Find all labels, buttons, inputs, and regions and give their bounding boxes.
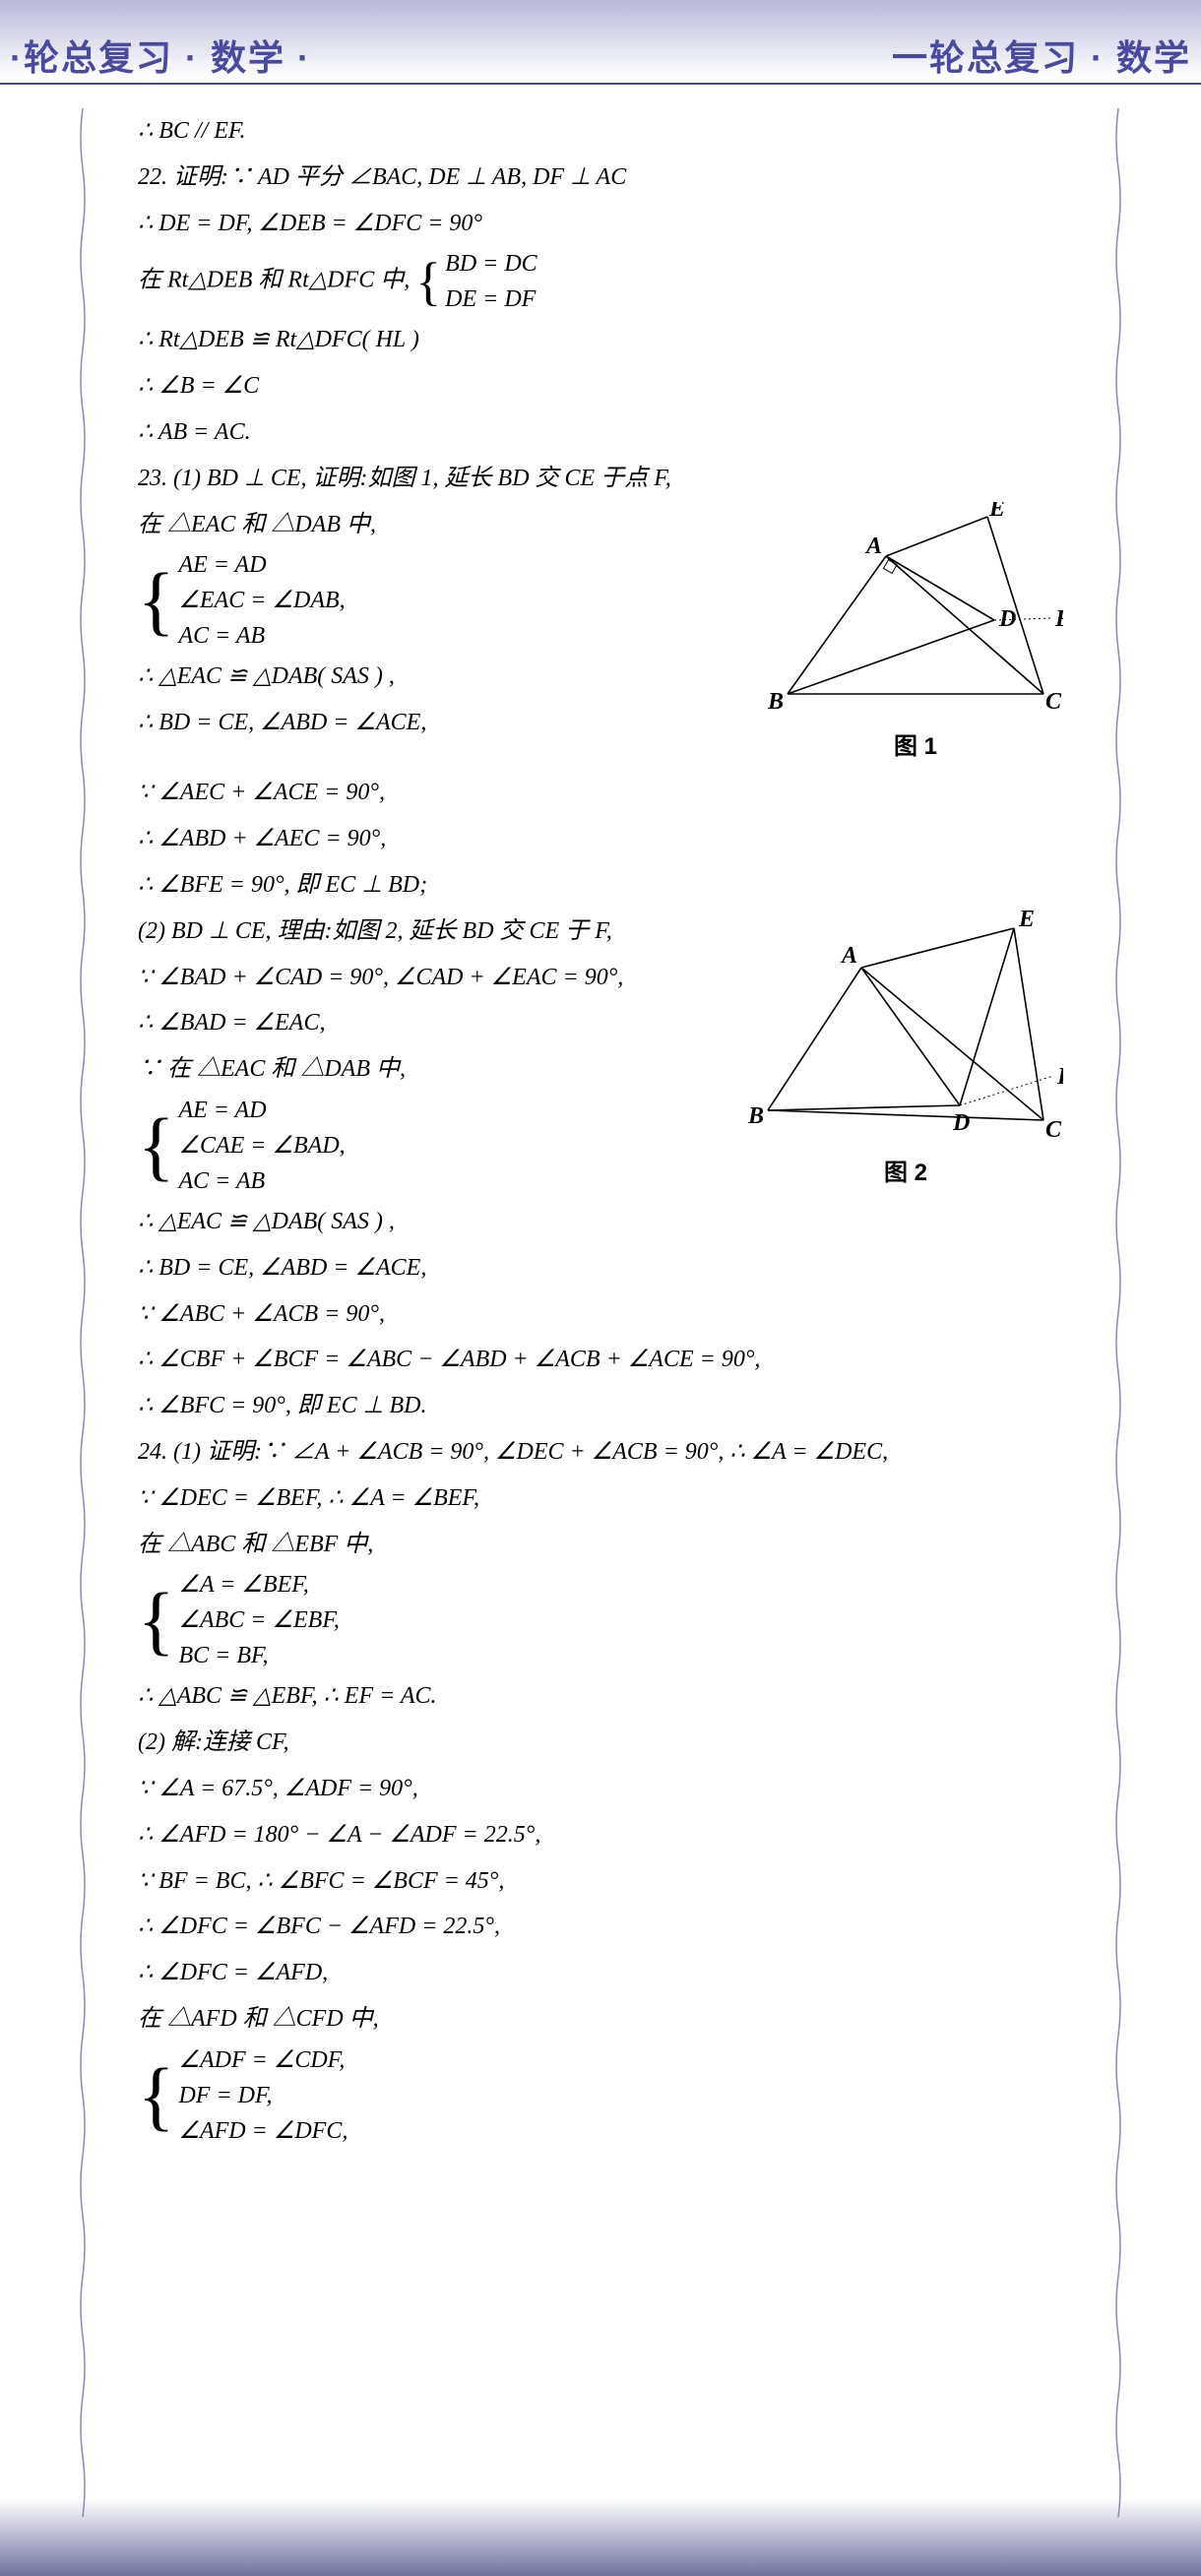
left-brace-icon: {	[138, 2061, 174, 2130]
proof-line: ∵ ∠AEC + ∠ACE = 90°,	[138, 770, 1063, 816]
proof-line: 在 △ABC 和 △EBF 中,	[138, 1522, 1063, 1568]
svg-text:A: A	[840, 943, 857, 969]
proof-line: ∴ ∠AFD = 180° − ∠A − ∠ADF = 22.5°,	[138, 1812, 1063, 1858]
proof-line: ∵ 在 △EAC 和 △DAB 中,	[138, 1046, 719, 1093]
proof-line: ∴ ∠ABD + ∠AEC = 90°,	[138, 816, 1063, 862]
brace-line: AC = AB	[178, 1163, 345, 1199]
brace-system: { AE = AD ∠EAC = ∠DAB, AC = AB	[138, 547, 346, 654]
brace-line: ∠A = ∠BEF,	[178, 1567, 339, 1602]
brace-line: AE = AD	[178, 547, 345, 583]
proof-line: 22. 证明:∵ AD 平分 ∠BAC, DE ⊥ AB, DF ⊥ AC	[138, 155, 1063, 201]
left-brace-icon: {	[138, 1111, 174, 1180]
brace-line: ∠ABC = ∠EBF,	[178, 1602, 339, 1638]
proof-line: 在 △AFD 和 △CFD 中,	[138, 1996, 1063, 2042]
figure-1: A B C E D F 图 1	[768, 502, 1063, 771]
content-body: ∴ BC // EF. 22. 证明:∵ AD 平分 ∠BAC, DE ⊥ AB…	[118, 108, 1083, 2149]
brace-system: { BD = DC DE = DF	[415, 246, 537, 317]
brace-line: BD = DC	[445, 246, 537, 282]
proof-line: ∴ ∠CBF + ∠BCF = ∠ABC − ∠ABD + ∠ACB + ∠AC…	[138, 1337, 1063, 1383]
proof-line: ∴ BC // EF.	[138, 108, 1063, 155]
proof-line: ∴ △ABC ≌ △EBF, ∴ EF = AC.	[138, 1673, 1063, 1720]
proof-line: ∴ Rt△DEB ≌ Rt△DFC( HL )	[138, 317, 1063, 363]
proof-line: ∵ ∠ABC + ∠ACB = 90°,	[138, 1291, 1063, 1338]
header-left-title: ·轮总复习 · 数学 ·	[10, 30, 311, 81]
decorative-wave-right	[1114, 108, 1122, 2517]
svg-text:E: E	[1018, 909, 1035, 932]
svg-text:F: F	[1056, 1064, 1063, 1090]
svg-text:F: F	[1054, 606, 1063, 632]
proof-line: ∴ ∠BAD = ∠EAC,	[138, 1000, 719, 1046]
left-brace-icon: {	[415, 258, 441, 306]
header-underline	[0, 83, 1201, 85]
proof-line: { AE = AD ∠EAC = ∠DAB, AC = AB	[138, 547, 738, 654]
svg-text:C: C	[1045, 1117, 1062, 1143]
row-with-figure-1: 在 △EAC 和 △DAB 中, { AE = AD ∠EAC = ∠DAB, …	[138, 502, 1063, 771]
decorative-wave-left	[79, 108, 87, 2517]
proof-line: ∴ ∠DFC = ∠BFC − ∠AFD = 22.5°,	[138, 1904, 1063, 1950]
header: ·轮总复习 · 数学 · 一轮总复习 · 数学	[118, 30, 1083, 89]
proof-line: ∴ BD = CE, ∠ABD = ∠ACE,	[138, 700, 738, 746]
proof-line: { AE = AD ∠CAE = ∠BAD, AC = AB	[138, 1093, 719, 1199]
proof-line: ∵ ∠A = 67.5°, ∠ADF = 90°,	[138, 1766, 1063, 1812]
proof-line: 在 △EAC 和 △DAB 中,	[138, 502, 738, 548]
figure-2: A B C E D F 图 2	[748, 909, 1063, 1197]
brace-line: ∠EAC = ∠DAB,	[178, 583, 345, 618]
svg-text:B: B	[748, 1103, 764, 1129]
proof-line: ∴ DE = DF, ∠DEB = ∠DFC = 90°	[138, 201, 1063, 247]
figure-1-caption: 图 1	[768, 724, 1063, 771]
proof-line: ∴ AB = AC.	[138, 409, 1063, 456]
svg-text:B: B	[768, 689, 784, 715]
proof-line: ∵ BF = BC, ∴ ∠BFC = ∠BCF = 45°,	[138, 1858, 1063, 1905]
svg-text:A: A	[864, 534, 882, 559]
triangle-diagram-1: A B C E D F	[768, 502, 1063, 719]
brace-line: AC = AB	[178, 618, 345, 654]
proof-line: (2) BD ⊥ CE, 理由:如图 2, 延长 BD 交 CE 于 F,	[138, 909, 719, 955]
row-with-figure-2: (2) BD ⊥ CE, 理由:如图 2, 延长 BD 交 CE 于 F, ∵ …	[138, 909, 1063, 1199]
svg-text:D: D	[952, 1110, 970, 1136]
proof-line: 在 Rt△DEB 和 Rt△DFC 中, { BD = DC DE = DF	[138, 246, 1063, 317]
text: 在 Rt△DEB 和 Rt△DFC 中,	[138, 268, 410, 293]
triangle-diagram-2: A B C E D F	[748, 909, 1063, 1145]
brace-system: { AE = AD ∠CAE = ∠BAD, AC = AB	[138, 1093, 346, 1199]
proof-line: ∵ ∠DEC = ∠BEF, ∴ ∠A = ∠BEF,	[138, 1476, 1063, 1522]
left-brace-icon: {	[138, 1586, 174, 1655]
svg-text:C: C	[1045, 689, 1062, 715]
proof-line: ∴ ∠B = ∠C	[138, 363, 1063, 409]
svg-text:E: E	[988, 502, 1005, 522]
proof-line: ∴ BD = CE, ∠ABD = ∠ACE,	[138, 1245, 1063, 1291]
brace-line: AE = AD	[178, 1093, 345, 1128]
figure-2-caption: 图 2	[748, 1151, 1063, 1197]
proof-line: 23. (1) BD ⊥ CE, 证明:如图 1, 延长 BD 交 CE 于点 …	[138, 456, 1063, 502]
brace-line: BC = BF,	[178, 1638, 339, 1673]
brace-line: DE = DF	[445, 282, 537, 317]
proof-line: ∴ ∠BFE = 90°, 即 EC ⊥ BD;	[138, 862, 1063, 909]
brace-line: ∠ADF = ∠CDF,	[178, 2042, 348, 2078]
proof-line: ∴ △EAC ≌ △DAB( SAS ) ,	[138, 1199, 1063, 1245]
brace-line: DF = DF,	[178, 2078, 348, 2113]
page: ·轮总复习 · 数学 · 一轮总复习 · 数学 ∴ BC // EF. 22. …	[0, 0, 1201, 2576]
brace-system: { ∠A = ∠BEF, ∠ABC = ∠EBF, BC = BF,	[138, 1567, 340, 1673]
proof-line: ∴ △EAC ≌ △DAB( SAS ) ,	[138, 654, 738, 700]
header-right-title: 一轮总复习 · 数学	[892, 30, 1191, 81]
proof-line: ∴ ∠BFC = 90°, 即 EC ⊥ BD.	[138, 1383, 1063, 1429]
brace-line: ∠CAE = ∠BAD,	[178, 1128, 345, 1163]
brace-line: ∠AFD = ∠DFC,	[178, 2113, 348, 2149]
proof-line: ∴ ∠DFC = ∠AFD,	[138, 1950, 1063, 1996]
left-brace-icon: {	[138, 566, 174, 635]
proof-line: 24. (1) 证明:∵ ∠A + ∠ACB = 90°, ∠DEC + ∠AC…	[138, 1429, 1063, 1476]
svg-text:D: D	[998, 606, 1016, 632]
brace-system: { ∠ADF = ∠CDF, DF = DF, ∠AFD = ∠DFC,	[138, 2042, 348, 2149]
proof-line: { ∠A = ∠BEF, ∠ABC = ∠EBF, BC = BF,	[138, 1567, 1063, 1673]
proof-line: { ∠ADF = ∠CDF, DF = DF, ∠AFD = ∠DFC,	[138, 2042, 1063, 2149]
proof-line: ∵ ∠BAD + ∠CAD = 90°, ∠CAD + ∠EAC = 90°,	[138, 955, 719, 1001]
proof-line: (2) 解:连接 CF,	[138, 1720, 1063, 1766]
